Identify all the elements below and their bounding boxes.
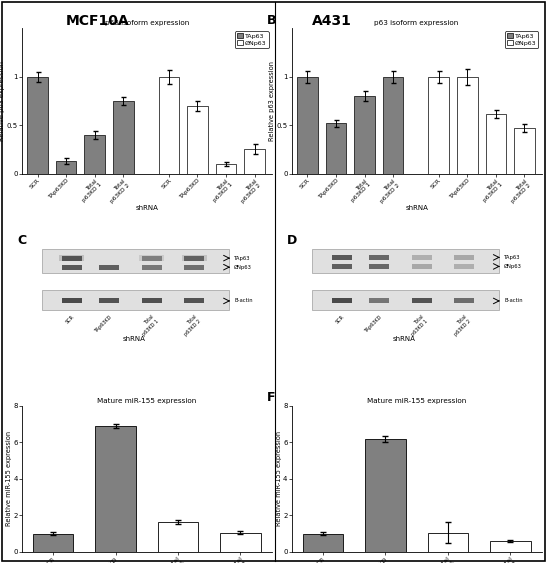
Bar xyxy=(100,298,119,303)
Bar xyxy=(220,533,261,552)
Bar xyxy=(62,298,82,303)
Title: Mature miR-155 expression: Mature miR-155 expression xyxy=(97,398,196,404)
Text: ØNp63: ØNp63 xyxy=(234,265,252,270)
Bar xyxy=(411,298,432,303)
Bar xyxy=(411,255,432,260)
Text: B-actin: B-actin xyxy=(504,298,523,303)
Text: B: B xyxy=(267,14,276,26)
Text: B-actin: B-actin xyxy=(234,298,253,303)
Legend: TAp63, ØNp63: TAp63, ØNp63 xyxy=(505,32,538,48)
Bar xyxy=(312,290,499,310)
Bar xyxy=(331,255,352,260)
Bar xyxy=(331,298,352,303)
Bar xyxy=(325,123,346,174)
Bar xyxy=(216,164,236,174)
Y-axis label: Relative p63 expression: Relative p63 expression xyxy=(269,61,275,141)
X-axis label: shRNA: shRNA xyxy=(135,205,158,211)
Bar xyxy=(56,162,77,174)
Title: p63 isoform expression: p63 isoform expression xyxy=(375,20,459,26)
Bar xyxy=(84,135,105,174)
Bar xyxy=(245,149,265,174)
Bar xyxy=(302,534,343,552)
Legend: TAp63, ØNp63: TAp63, ØNp63 xyxy=(235,32,269,48)
Text: C: C xyxy=(17,234,26,247)
Bar xyxy=(42,249,229,273)
Bar xyxy=(139,255,164,261)
Bar xyxy=(428,533,468,552)
Bar xyxy=(142,298,162,303)
Bar xyxy=(184,298,204,303)
Bar xyxy=(159,77,179,174)
Bar xyxy=(428,77,449,174)
Bar xyxy=(369,264,389,269)
Title: Mature miR-155 expression: Mature miR-155 expression xyxy=(367,398,466,404)
Bar xyxy=(100,265,119,270)
Bar xyxy=(95,426,136,552)
Bar xyxy=(42,290,229,310)
Text: SCR: SCR xyxy=(65,314,75,325)
Y-axis label: Relative miR-155 expression: Relative miR-155 expression xyxy=(6,431,12,526)
Bar xyxy=(454,255,474,260)
Bar xyxy=(62,256,82,261)
Text: shRNA: shRNA xyxy=(393,336,416,342)
Title: p63 isoform expression: p63 isoform expression xyxy=(104,20,189,26)
Bar xyxy=(187,106,208,174)
Text: TAp63: TAp63 xyxy=(234,256,251,261)
Text: SCR: SCR xyxy=(335,314,345,325)
Bar xyxy=(60,255,84,261)
Text: A431: A431 xyxy=(312,14,352,28)
X-axis label: shRNA: shRNA xyxy=(405,205,428,211)
Text: shRNA: shRNA xyxy=(123,336,146,342)
Text: ØNp63: ØNp63 xyxy=(504,264,522,269)
Bar xyxy=(354,96,375,174)
Bar xyxy=(184,265,204,270)
Bar xyxy=(297,77,318,174)
Text: Total
p63KD 2: Total p63KD 2 xyxy=(179,314,202,337)
Bar xyxy=(490,541,531,552)
Bar xyxy=(411,264,432,269)
Bar xyxy=(383,77,403,174)
Text: MCF10A: MCF10A xyxy=(66,14,129,28)
Bar xyxy=(113,101,133,174)
Bar xyxy=(331,264,352,269)
Bar xyxy=(27,77,48,174)
Bar xyxy=(312,249,499,273)
Bar xyxy=(454,298,474,303)
Text: TAp63KD: TAp63KD xyxy=(363,314,383,334)
Bar xyxy=(365,439,406,552)
Bar xyxy=(184,256,204,261)
Text: TAp63: TAp63 xyxy=(504,255,521,260)
Text: F: F xyxy=(267,391,275,404)
Bar xyxy=(486,114,506,174)
Text: D: D xyxy=(287,234,297,247)
Text: Total
p63KD 1: Total p63KD 1 xyxy=(137,314,159,337)
Bar xyxy=(142,256,162,261)
Bar xyxy=(62,265,82,270)
Text: TAp63KD: TAp63KD xyxy=(94,314,113,334)
Bar xyxy=(158,522,199,552)
Y-axis label: Relative p63 expression: Relative p63 expression xyxy=(0,61,5,141)
Bar xyxy=(33,534,73,552)
Bar xyxy=(369,255,389,260)
Bar xyxy=(457,77,478,174)
Bar xyxy=(142,265,162,270)
Text: Total
p63KD 2: Total p63KD 2 xyxy=(449,314,472,337)
Bar xyxy=(182,255,207,261)
Bar xyxy=(514,128,534,174)
Y-axis label: Relative miR-155 expression: Relative miR-155 expression xyxy=(276,431,282,526)
Bar xyxy=(369,298,389,303)
Text: Total
p63KD 1: Total p63KD 1 xyxy=(407,314,429,337)
Bar xyxy=(454,264,474,269)
